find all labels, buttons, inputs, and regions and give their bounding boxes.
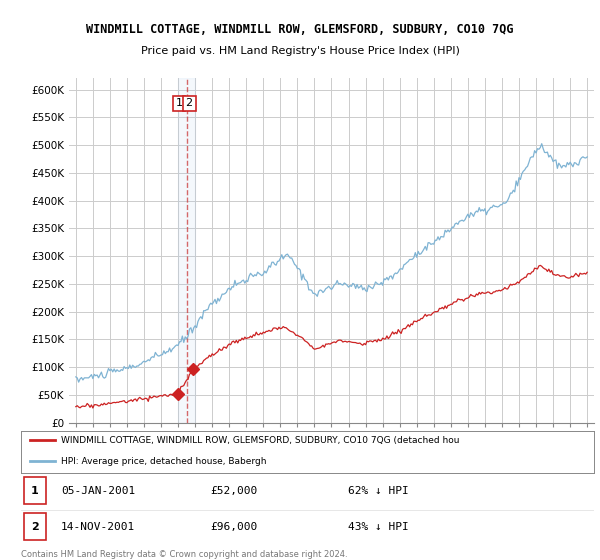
Text: HPI: Average price, detached house, Babergh: HPI: Average price, detached house, Babe… bbox=[61, 457, 266, 466]
Text: 1: 1 bbox=[31, 486, 38, 496]
Text: 62% ↓ HPI: 62% ↓ HPI bbox=[347, 486, 409, 496]
Text: 05-JAN-2001: 05-JAN-2001 bbox=[61, 486, 136, 496]
Text: 14-NOV-2001: 14-NOV-2001 bbox=[61, 522, 136, 531]
Text: Contains HM Land Registry data © Crown copyright and database right 2024.
This d: Contains HM Land Registry data © Crown c… bbox=[21, 550, 347, 560]
Text: WINDMILL COTTAGE, WINDMILL ROW, GLEMSFORD, SUDBURY, CO10 7QG: WINDMILL COTTAGE, WINDMILL ROW, GLEMSFOR… bbox=[86, 24, 514, 36]
Text: 43% ↓ HPI: 43% ↓ HPI bbox=[347, 522, 409, 531]
Text: Price paid vs. HM Land Registry's House Price Index (HPI): Price paid vs. HM Land Registry's House … bbox=[140, 46, 460, 56]
Text: WINDMILL COTTAGE, WINDMILL ROW, GLEMSFORD, SUDBURY, CO10 7QG (detached hou: WINDMILL COTTAGE, WINDMILL ROW, GLEMSFOR… bbox=[61, 436, 460, 445]
Text: 2: 2 bbox=[185, 99, 193, 109]
Text: 1: 1 bbox=[175, 99, 182, 109]
Text: £96,000: £96,000 bbox=[210, 522, 257, 531]
FancyBboxPatch shape bbox=[24, 477, 46, 505]
Text: 2: 2 bbox=[31, 522, 38, 531]
Text: £52,000: £52,000 bbox=[210, 486, 257, 496]
Bar bbox=[178, 78, 195, 423]
FancyBboxPatch shape bbox=[24, 513, 46, 540]
